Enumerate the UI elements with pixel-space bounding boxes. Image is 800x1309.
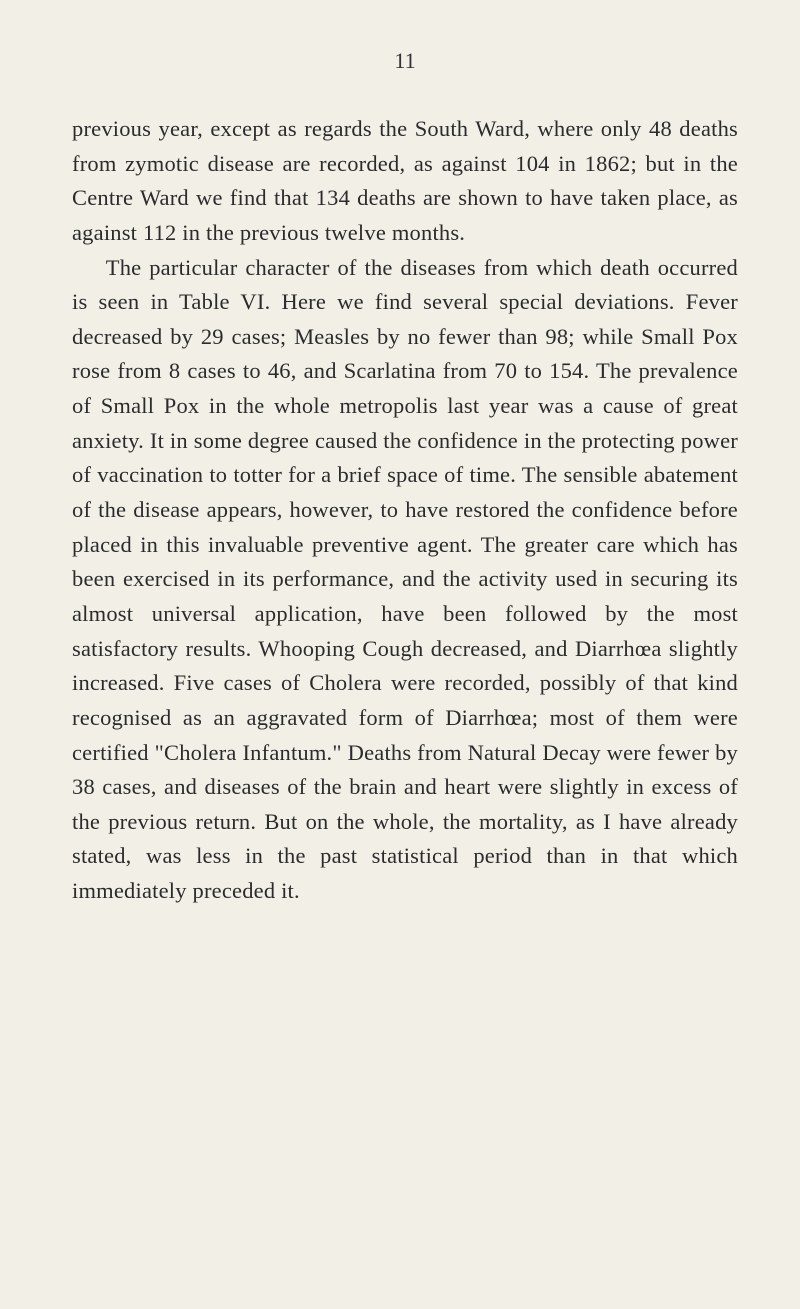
body-paragraph: The particular character of the diseases… bbox=[72, 251, 738, 909]
document-page: 11 previous year, except as regards the … bbox=[0, 0, 800, 969]
body-paragraph: previous year, except as regards the Sou… bbox=[72, 112, 738, 251]
page-number: 11 bbox=[72, 48, 738, 74]
